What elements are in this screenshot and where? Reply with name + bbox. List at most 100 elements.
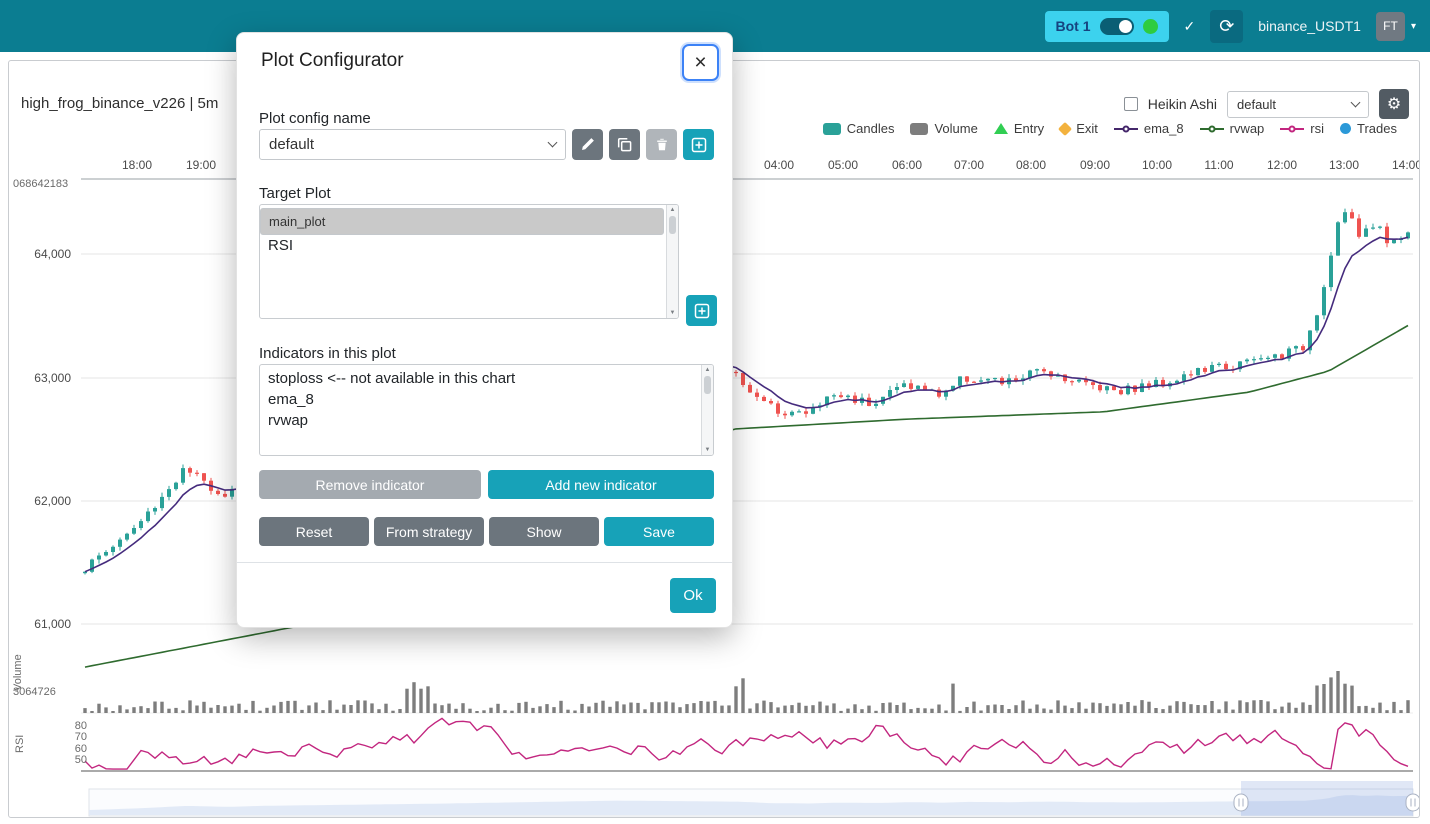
indicators-label: Indicators in this plot	[259, 345, 396, 362]
ok-button[interactable]: Ok	[670, 578, 716, 613]
plot-config-header-select[interactable]: default	[1227, 90, 1369, 118]
toggle-knob	[1118, 19, 1132, 33]
svg-text:05:00: 05:00	[828, 158, 858, 172]
list-item[interactable]: main_plot	[260, 208, 664, 235]
duplicate-config-button[interactable]	[609, 129, 640, 160]
scrollbar[interactable]: ▲ ▼	[701, 365, 713, 455]
caret-down-icon: ▾	[1410, 20, 1416, 32]
legend-label: ema_8	[1143, 121, 1184, 136]
show-button[interactable]: Show	[489, 517, 599, 546]
legend-label: Trades	[1357, 121, 1397, 136]
svg-text:64,000: 64,000	[34, 247, 71, 261]
bot-online-dot	[1142, 18, 1158, 34]
plot-settings-button[interactable]: ⚙	[1379, 89, 1409, 119]
plus-square-icon	[691, 137, 706, 152]
legend-swatch	[1280, 125, 1305, 132]
legend-marker	[1122, 125, 1130, 132]
from-strategy-button[interactable]: From strategy	[374, 517, 484, 546]
svg-text:80: 80	[75, 720, 87, 732]
add-config-button[interactable]	[683, 129, 714, 160]
price-chart[interactable]: 64,000 63,000 62,000 61,000 18:00 19:00 04:00 0…	[9, 61, 1419, 817]
save-button[interactable]: Save	[604, 517, 714, 546]
config-name-select[interactable]: default	[259, 129, 566, 160]
legend-swatch	[1058, 121, 1073, 136]
heikin-ashi-label: Heikin Ashi	[1147, 96, 1217, 112]
modal-footer-divider	[237, 562, 732, 563]
delete-config-button[interactable]	[646, 129, 677, 160]
add-target-plot-button[interactable]	[686, 295, 717, 326]
bot-toggle[interactable]	[1099, 17, 1134, 35]
scroll-thumb[interactable]	[704, 376, 711, 394]
legend-item-rvwap[interactable]: rvwap	[1199, 121, 1265, 136]
reset-button[interactable]: Reset	[259, 517, 369, 546]
scroll-up-icon[interactable]: ▲	[669, 207, 676, 213]
legend-item-ema_8[interactable]: ema_8	[1113, 121, 1184, 136]
svg-text:11:00: 11:00	[1204, 158, 1233, 172]
svg-text:10:00: 10:00	[1142, 158, 1172, 172]
legend-swatch	[993, 123, 1008, 134]
copy-icon	[617, 137, 632, 152]
legend-marker	[1288, 125, 1296, 132]
list-item[interactable]: rvwap	[268, 412, 309, 429]
svg-text:068642183: 068642183	[13, 178, 68, 190]
svg-text:63,000: 63,000	[34, 371, 71, 385]
legend-item-Exit[interactable]: Exit	[1058, 121, 1098, 136]
refresh-button[interactable]: ⟳	[1210, 9, 1244, 43]
legend-item-Candles[interactable]: Candles	[822, 121, 895, 136]
scroll-up-icon[interactable]: ▲	[704, 367, 711, 373]
scroll-down-icon[interactable]: ▼	[704, 447, 711, 453]
svg-text:14:00: 14:00	[1392, 158, 1419, 172]
svg-text:70: 70	[75, 731, 87, 743]
legend-label: Volume	[934, 121, 978, 136]
legend-marker	[1208, 125, 1216, 132]
user-menu[interactable]: FT ▾	[1375, 11, 1416, 41]
legend-item-Trades[interactable]: Trades	[1340, 121, 1397, 136]
add-indicator-button[interactable]: Add new indicator	[488, 470, 714, 499]
svg-text:06:00: 06:00	[892, 158, 922, 172]
svg-text:62,000: 62,000	[34, 494, 71, 508]
legend-item-Entry[interactable]: Entry	[993, 121, 1044, 136]
edit-config-button[interactable]	[572, 129, 603, 160]
avatar: FT	[1375, 11, 1405, 41]
legend-label: Candles	[846, 121, 895, 136]
legend-item-rsi[interactable]: rsi	[1280, 121, 1324, 136]
chart-title: high_frog_binance_v226 | 5m	[21, 95, 219, 112]
bot-selector[interactable]: Bot 1	[1044, 10, 1169, 42]
scroll-thumb[interactable]	[669, 216, 676, 234]
chart-legend: Candles Volume Entry Exit ema_8 rvwap rsi Trade…	[822, 121, 1397, 136]
svg-text:07:00: 07:00	[954, 158, 984, 172]
svg-text:RSI: RSI	[14, 735, 26, 753]
config-name-select-value: default	[269, 136, 315, 153]
remove-indicator-button[interactable]: Remove indicator	[259, 470, 481, 499]
legend-swatch	[1199, 125, 1224, 132]
legend-label: rsi	[1310, 121, 1325, 136]
svg-text:12:00: 12:00	[1267, 158, 1297, 172]
legend-item-Volume[interactable]: Volume	[910, 121, 978, 136]
target-plot-label: Target Plot	[259, 185, 331, 202]
svg-text:08:00: 08:00	[1016, 158, 1046, 172]
svg-text:18:00: 18:00	[122, 158, 152, 172]
target-plot-list[interactable]: main_plot RSI ▲ ▼	[259, 204, 679, 319]
scroll-down-icon[interactable]: ▼	[669, 310, 676, 316]
config-name-label: Plot config name	[259, 110, 371, 127]
pair-label: binance_USDT1	[1258, 18, 1361, 34]
legend-swatch	[910, 122, 929, 135]
bot-name-label: Bot 1	[1055, 18, 1091, 34]
list-item[interactable]: stoploss <-- not available in this chart	[268, 370, 516, 387]
indicators-list[interactable]: stoploss <-- not available in this chart…	[259, 364, 714, 456]
legend-label: rvwap	[1229, 121, 1265, 136]
list-item[interactable]: ema_8	[268, 391, 314, 408]
list-item[interactable]: RSI	[268, 237, 294, 254]
refresh-icon: ⟳	[1219, 15, 1235, 36]
legend-label: Exit	[1076, 121, 1098, 136]
scrollbar[interactable]: ▲ ▼	[666, 205, 678, 318]
heikin-ashi-checkbox[interactable]	[1123, 97, 1138, 111]
legend-swatch	[1340, 123, 1352, 134]
pencil-icon	[582, 138, 594, 150]
gear-icon: ⚙	[1386, 96, 1402, 113]
plot-configurator-modal: Plot Configurator × Plot config name def…	[236, 32, 733, 628]
chevron-down-icon	[1350, 97, 1361, 107]
svg-text:50: 50	[75, 754, 87, 766]
close-button[interactable]: ×	[682, 44, 719, 81]
check-icon: ✓	[1183, 17, 1196, 34]
